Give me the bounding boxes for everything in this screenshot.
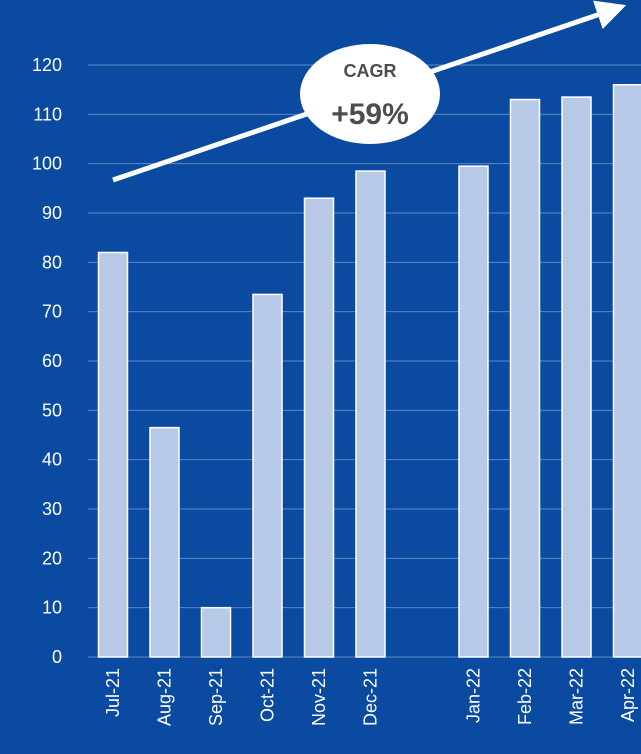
bar <box>252 293 283 658</box>
y-tick-label: 120 <box>32 55 62 75</box>
bar <box>561 96 592 658</box>
x-tick-label: Sep-21 <box>206 668 226 726</box>
x-tick-label: Jul-21 <box>103 668 123 717</box>
bar <box>303 197 335 658</box>
x-tick-label: Dec-21 <box>361 668 381 726</box>
y-tick-label: 0 <box>52 647 62 667</box>
x-tick-label: Mar-22 <box>567 668 587 725</box>
cagr-badge-value: +59% <box>331 98 409 131</box>
bar <box>458 165 489 658</box>
bar <box>200 606 232 658</box>
bar <box>612 83 641 658</box>
x-axis-ticks: Jul-21 Aug-21 Sep-21 Oct-21 Nov-21 Dec-21 Jan-… <box>103 668 638 726</box>
bar <box>97 251 129 658</box>
bars <box>97 83 641 658</box>
y-tick-label: 50 <box>42 400 62 420</box>
y-tick-label: 60 <box>42 351 62 371</box>
y-tick-label: 40 <box>42 450 62 470</box>
x-tick-label: Apr-22 <box>618 668 638 722</box>
bar <box>509 98 541 658</box>
bar <box>149 426 180 658</box>
y-tick-label: 20 <box>42 548 62 568</box>
y-tick-label: 30 <box>42 499 62 519</box>
y-tick-label: 110 <box>33 104 62 124</box>
x-tick-label: Jan-22 <box>464 668 484 723</box>
x-tick-label: Aug-21 <box>155 668 175 726</box>
x-tick-label: Nov-21 <box>309 668 329 726</box>
cagr-badge-title: CAGR <box>344 61 397 81</box>
y-tick-label: 90 <box>42 203 62 223</box>
y-tick-label: 10 <box>42 598 62 618</box>
cagr-badge: CAGR +59% <box>300 44 440 144</box>
y-axis-ticks: 0 10 20 30 40 50 60 70 80 90 100 110 120 <box>32 55 62 667</box>
x-tick-label: Feb-22 <box>515 668 535 725</box>
cagr-badge-bubble <box>300 44 440 144</box>
y-tick-label: 100 <box>32 154 62 174</box>
y-tick-label: 70 <box>42 302 62 322</box>
y-tick-label: 80 <box>42 252 62 272</box>
x-tick-label: Oct-21 <box>258 668 278 722</box>
bar <box>355 170 386 658</box>
